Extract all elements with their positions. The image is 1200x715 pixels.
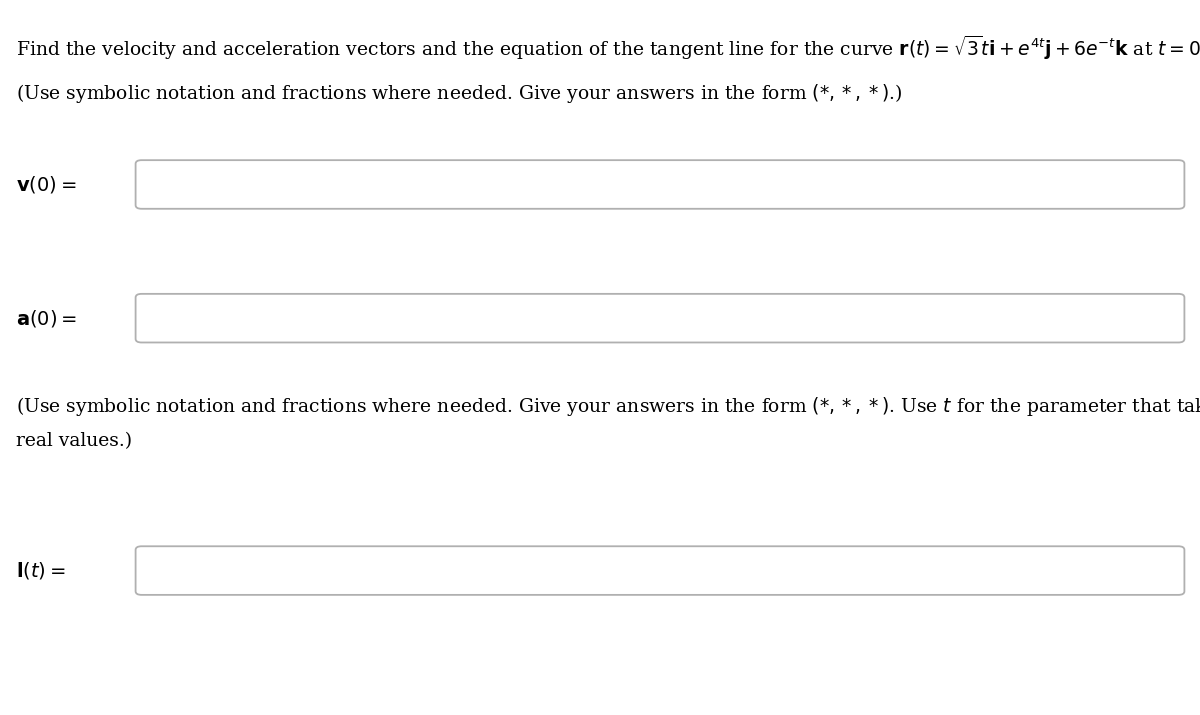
Text: $\mathbf{v}(0) =$: $\mathbf{v}(0) =$ <box>16 174 76 195</box>
Text: $\mathbf{l}(t) =$: $\mathbf{l}(t) =$ <box>16 560 65 581</box>
Text: $\mathbf{a}(0) =$: $\mathbf{a}(0) =$ <box>16 307 77 329</box>
Text: real values.): real values.) <box>16 432 132 450</box>
FancyBboxPatch shape <box>136 546 1184 595</box>
Text: (Use symbolic notation and fractions where needed. Give your answers in the form: (Use symbolic notation and fractions whe… <box>16 82 902 105</box>
Text: (Use symbolic notation and fractions where needed. Give your answers in the form: (Use symbolic notation and fractions whe… <box>16 395 1200 418</box>
Text: Find the velocity and acceleration vectors and the equation of the tangent line : Find the velocity and acceleration vecto… <box>16 34 1200 62</box>
FancyBboxPatch shape <box>136 160 1184 209</box>
FancyBboxPatch shape <box>136 294 1184 342</box>
